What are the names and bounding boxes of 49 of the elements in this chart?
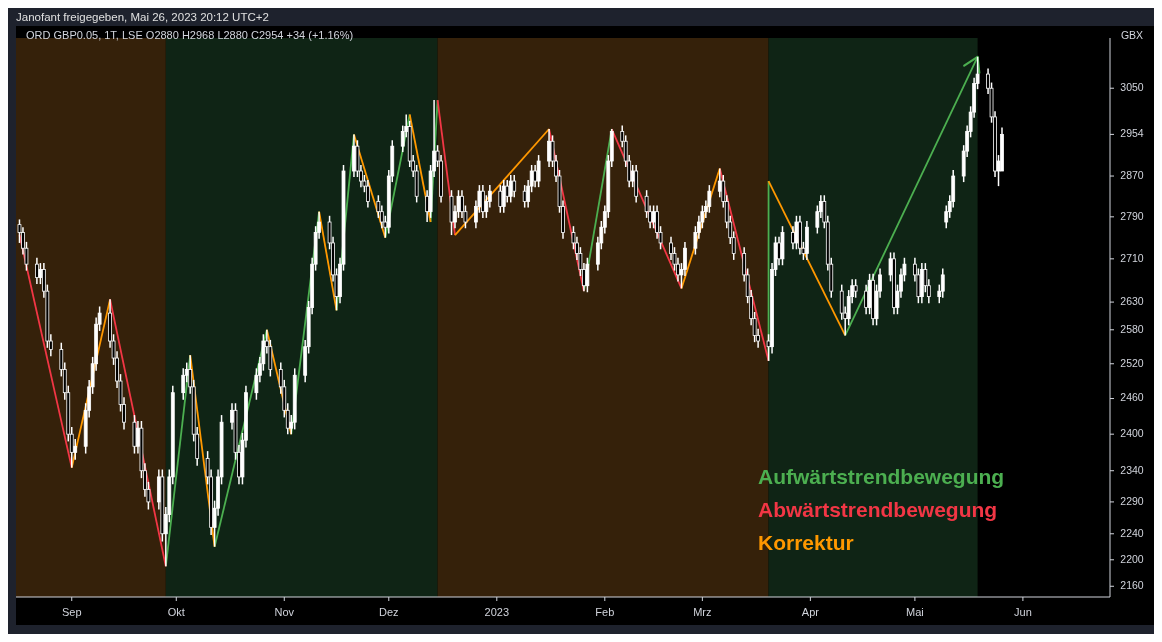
- y-tick-label: 2200: [1120, 552, 1144, 565]
- y-tick-label: 2240: [1120, 526, 1144, 539]
- candlestick: [480, 184, 485, 219]
- candlestick: [651, 204, 656, 230]
- text: Aufwärtstrendbewegung: [758, 464, 1005, 488]
- candlestick: [73, 438, 78, 461]
- y-tick-label: 2520: [1120, 356, 1144, 369]
- y-axis-title: GBX: [1120, 28, 1144, 41]
- x-tick-label: Mai: [906, 605, 924, 618]
- y-tick-label: 3050: [1120, 81, 1144, 94]
- x-tick-label: Mrz: [693, 605, 712, 618]
- x-tick-label: Apr: [801, 605, 820, 618]
- candlestick: [853, 278, 858, 299]
- x-tick-label: Sep: [61, 605, 82, 618]
- text: Korrektur: [758, 530, 854, 554]
- candlestick: [366, 179, 370, 209]
- candlestick: [940, 267, 945, 299]
- chart-subtitle: Janofant freigegeben, Mai 26, 2023 20:12 UTC+2: [16, 11, 269, 24]
- y-tick-label: 2160: [1120, 579, 1144, 592]
- x-tick-label: Okt: [167, 605, 185, 618]
- y-tick-label: 2400: [1120, 426, 1144, 439]
- y-tick-label: 2340: [1120, 463, 1144, 476]
- y-tick-label: 2870: [1120, 168, 1144, 181]
- y-tick-label: 2954: [1120, 127, 1144, 140]
- y-tick-label: 2710: [1120, 251, 1144, 264]
- candlestick: [501, 179, 506, 214]
- candlestick: [536, 154, 541, 188]
- y-tick-label: 2580: [1120, 322, 1144, 335]
- candlestick: [498, 184, 503, 214]
- x-tick-label: Jun: [1014, 605, 1032, 618]
- candlestick: [717, 167, 722, 199]
- candlestick: [533, 164, 538, 188]
- chart-title: ORD GBP0.05, 1T, LSE O2880 H2968 L2880 C2954 +34 (+1.16%): [26, 28, 354, 41]
- y-tick-label: 2790: [1120, 209, 1144, 222]
- x-tick-label: Feb: [595, 605, 615, 618]
- candlestick: [707, 184, 712, 214]
- candlestick: [505, 179, 510, 204]
- candlestick: [508, 174, 513, 204]
- candlestick: [512, 174, 517, 199]
- x-tick-label: Dez: [379, 605, 399, 618]
- y-tick-label: 2630: [1120, 294, 1144, 307]
- y-tick-label: 2460: [1120, 391, 1144, 404]
- text: Abwärtstrendbewegung: [758, 497, 998, 521]
- candlestick: [794, 215, 799, 251]
- y-tick-label: 2290: [1120, 494, 1144, 507]
- x-tick-label: Nov: [274, 605, 295, 618]
- candlestick: [181, 367, 186, 401]
- candlestick: [585, 257, 590, 293]
- x-tick-label: 2023: [484, 605, 510, 618]
